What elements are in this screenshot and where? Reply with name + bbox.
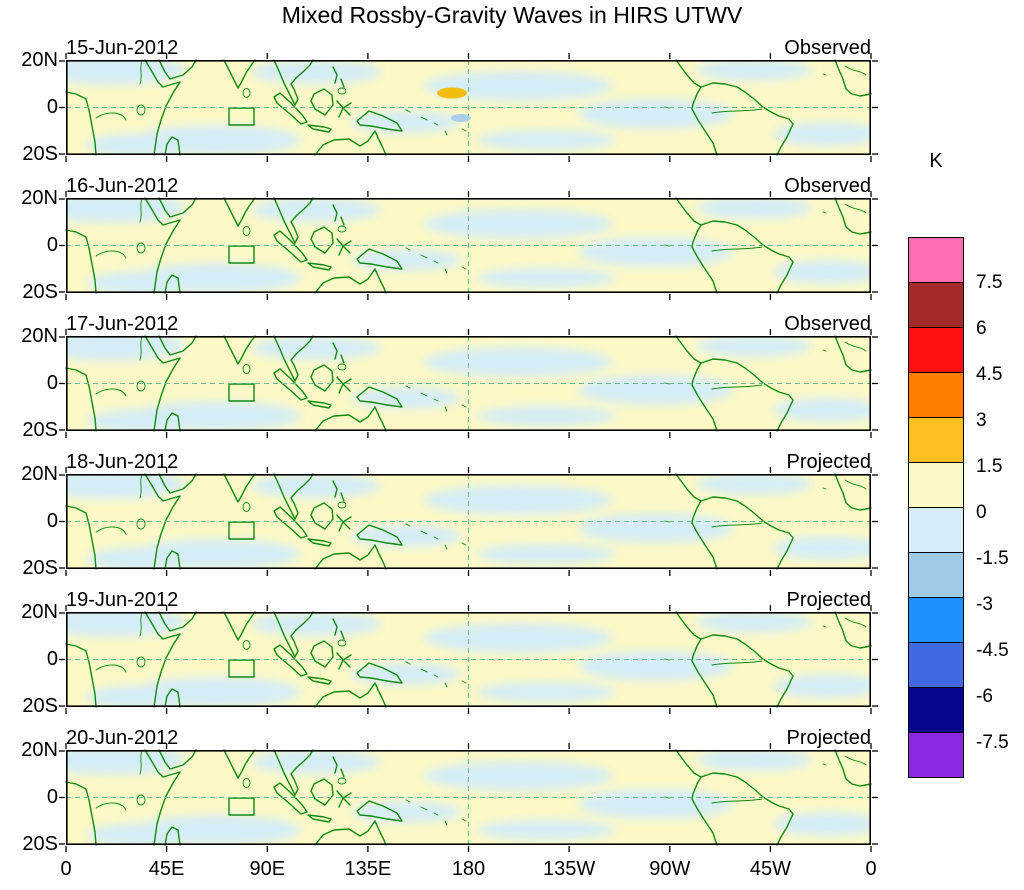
map-panel: 20-Jun-2012 Projected 20N 0 20S (21, 724, 871, 855)
panel-header: 20-Jun-2012 Projected (66, 724, 871, 750)
map-artwork (36, 605, 883, 714)
tropical-strip-map (66, 198, 871, 293)
y-tick-label: 20N (21, 325, 58, 347)
panel-date: 19-Jun-2012 (66, 589, 179, 611)
x-tick-label: 45W (749, 858, 791, 880)
y-tick-label: 20N (21, 601, 58, 623)
colorbar-tick-label: 7.5 (976, 272, 1003, 293)
panel-source-label: Projected (786, 451, 872, 473)
map-artwork (36, 53, 883, 162)
colorbar-tick-label: 3 (976, 410, 987, 431)
colorbar-swatch (908, 372, 964, 418)
y-tick-label: 20N (21, 739, 58, 761)
panel-header: 19-Jun-2012 Projected (66, 586, 871, 612)
colorbar-tick-label: 6 (976, 318, 987, 339)
x-axis: 0 45E 90E 135E 180 135W 90W 45W 0 (60, 858, 876, 882)
x-tick-label: 0 (60, 858, 72, 880)
colorbar-swatch (908, 507, 964, 553)
map-panel: 19-Jun-2012 Projected 20N 0 20S (21, 586, 871, 717)
panel-header: 15-Jun-2012 Observed (66, 34, 871, 60)
map-panel: 17-Jun-2012 Observed 20N 0 20S (21, 310, 871, 441)
y-tick-label: 20S (22, 557, 58, 579)
colorbar-swatch (908, 327, 964, 373)
colorbar-swatch (908, 282, 964, 328)
panel-date: 17-Jun-2012 (66, 313, 179, 335)
chart-title: Mixed Rossby-Gravity Waves in HIRS UTWV (281, 2, 743, 28)
panel-header: 16-Jun-2012 Observed (66, 172, 871, 198)
colorbar-swatch (908, 687, 964, 733)
y-tick-label: 20S (22, 281, 58, 303)
colorbar-tick-label: 0 (976, 502, 987, 523)
colorbar-swatch (908, 642, 964, 688)
map-artwork (36, 191, 883, 300)
y-tick-label: 0 (46, 96, 58, 118)
colorbar-tick-label: -3 (976, 594, 993, 615)
panel-body: 20N 0 20S (21, 601, 871, 717)
colorbar-tick-label: -7.5 (976, 732, 1009, 753)
x-tick-label: 180 (451, 858, 486, 880)
panel-date: 15-Jun-2012 (66, 37, 179, 59)
map-panel: 16-Jun-2012 Observed 20N 0 20S (21, 172, 871, 303)
tropical-strip-map (66, 612, 871, 707)
y-tick-label: 20N (21, 463, 58, 485)
panel-body: 20N 0 20S (21, 325, 871, 441)
colorbar-tick-label: 4.5 (976, 364, 1003, 385)
colorbar-tick-label: -4.5 (976, 640, 1009, 661)
x-tick-label: 135E (344, 858, 392, 880)
y-tick-label: 20S (22, 419, 58, 441)
colorbar-tick-label: -6 (976, 686, 993, 707)
panel-body: 20N 0 20S (21, 739, 871, 855)
panel-body: 20N 0 20S (21, 49, 871, 165)
panel-source-label: Observed (784, 37, 871, 59)
colorbar (908, 237, 964, 778)
y-tick-label: 0 (46, 234, 58, 256)
y-tick-label: 0 (46, 372, 58, 394)
panel-date: 16-Jun-2012 (66, 175, 179, 197)
map-artwork (36, 329, 883, 438)
tropical-strip-map (66, 336, 871, 431)
panel-source-label: Projected (786, 589, 872, 611)
y-tick-label: 0 (46, 786, 58, 808)
y-tick-label: 0 (46, 648, 58, 670)
tropical-strip-map (66, 750, 871, 845)
y-tick-label: 20S (22, 833, 58, 855)
colorbar-swatch (908, 237, 964, 283)
map-panel: 18-Jun-2012 Projected 20N 0 20S (21, 448, 871, 579)
x-tick-label: 135W (542, 858, 596, 880)
panel-body: 20N 0 20S (21, 187, 871, 303)
colorbar-swatch (908, 417, 964, 463)
panel-date: 18-Jun-2012 (66, 451, 179, 473)
colorbar-swatch (908, 597, 964, 643)
y-tick-label: 20S (22, 143, 58, 165)
colorbar-tick-label: -1.5 (976, 548, 1009, 569)
colorbar-swatch (908, 462, 964, 508)
map-artwork (36, 743, 883, 852)
panel-header: 18-Jun-2012 Projected (66, 448, 871, 474)
x-tick-label: 90W (649, 858, 691, 880)
panels-area: 15-Jun-2012 Observed 20N 0 20S 16-Jun-20… (21, 34, 871, 862)
x-tick-label: 0 (865, 858, 877, 880)
panel-source-label: Observed (784, 175, 871, 197)
y-tick-label: 20N (21, 187, 58, 209)
x-tick-label: 45E (148, 858, 185, 880)
panel-date: 20-Jun-2012 (66, 727, 179, 749)
y-tick-label: 20N (21, 49, 58, 71)
colorbar-unit-label: K (929, 150, 943, 172)
colorbar-swatch (908, 552, 964, 598)
colorbar-tick-label: 1.5 (976, 456, 1003, 477)
panel-header: 17-Jun-2012 Observed (66, 310, 871, 336)
tropical-strip-map (66, 474, 871, 569)
panel-body: 20N 0 20S (21, 463, 871, 579)
map-artwork (36, 467, 883, 576)
y-tick-label: 20S (22, 695, 58, 717)
map-panel: 15-Jun-2012 Observed 20N 0 20S (21, 34, 871, 165)
y-tick-label: 0 (46, 510, 58, 532)
panel-source-label: Projected (786, 727, 872, 749)
panel-source-label: Observed (784, 313, 871, 335)
colorbar-swatch (908, 732, 964, 778)
x-tick-label: 90E (249, 858, 286, 880)
tropical-strip-map (66, 60, 871, 155)
